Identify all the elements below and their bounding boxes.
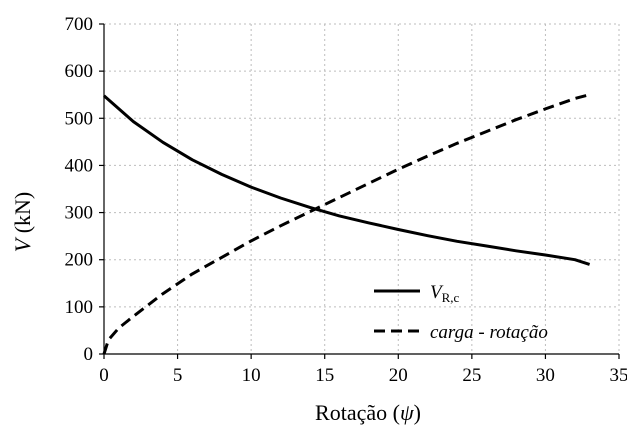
x-tick-label: 0 xyxy=(99,365,109,386)
legend-label-vrc-main: V xyxy=(430,282,444,303)
y-axis-title: V (kN) xyxy=(10,192,35,253)
x-tick-label: 35 xyxy=(610,365,627,386)
series-line-vrc xyxy=(103,94,591,266)
x-tick-label: 25 xyxy=(462,365,481,386)
legend-label-carga-rotacao: carga - rotação xyxy=(430,322,548,343)
x-axis-title: Rotação (ψ) xyxy=(315,400,421,425)
y-tick-label: 400 xyxy=(65,155,94,176)
y-tick-label: 100 xyxy=(65,297,94,318)
x-tick-label: 15 xyxy=(315,365,334,386)
series xyxy=(102,93,591,355)
y-tick-label: 500 xyxy=(65,108,94,129)
y-axis-title-unit: (kN) xyxy=(10,192,35,239)
axes xyxy=(99,23,620,359)
y-tick-label: 0 xyxy=(84,344,94,365)
tick-labels: 0 5 10 15 20 25 30 35 0 100 200 300 400 500 600 700 xyxy=(65,14,627,386)
y-tick-label: 300 xyxy=(65,203,94,224)
x-tick-label: 5 xyxy=(173,365,183,386)
series-line-carga-rotacao xyxy=(102,93,590,355)
y-tick-label: 200 xyxy=(65,250,94,271)
grid xyxy=(104,23,620,354)
y-axis-title-var: V xyxy=(10,236,35,252)
x-tick-label: 30 xyxy=(536,365,555,386)
legend-label-vrc-sub: R,c xyxy=(442,290,460,305)
x-tick-label: 20 xyxy=(389,365,408,386)
x-tick-label: 10 xyxy=(242,365,261,386)
legend: VR,c carga - rotação xyxy=(374,282,548,343)
y-tick-label: 600 xyxy=(65,61,94,82)
legend-label-vrc: VR,c xyxy=(430,282,460,305)
x-axis-title-text: Rotação ( xyxy=(315,400,400,425)
y-tick-label: 700 xyxy=(65,14,94,35)
x-axis-title-close: ) xyxy=(414,400,421,425)
x-axis-title-var: ψ xyxy=(400,400,414,425)
